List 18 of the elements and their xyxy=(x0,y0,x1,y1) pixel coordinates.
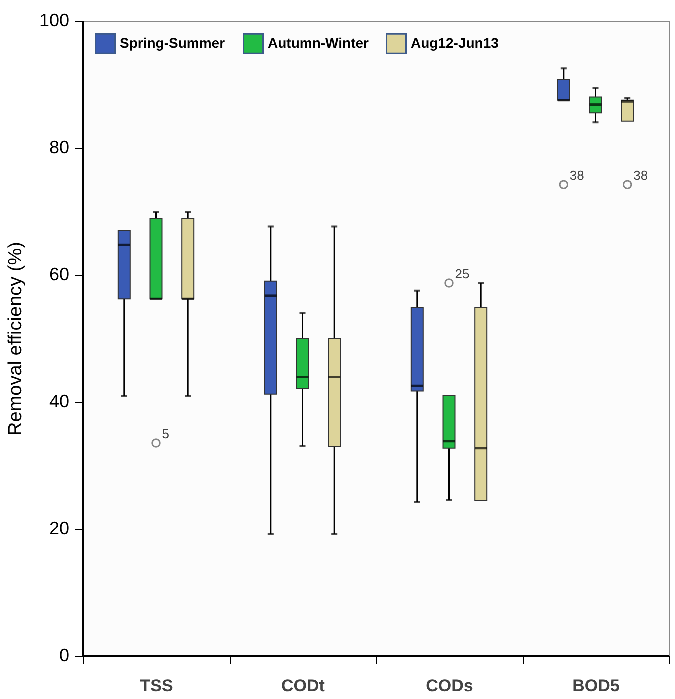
y-tick-label: 100 xyxy=(39,10,70,30)
legend-label: Spring-Summer xyxy=(120,34,226,51)
x-tick-label: CODs xyxy=(426,676,474,696)
y-tick-label: 40 xyxy=(49,392,70,412)
x-tick-label: TSS xyxy=(140,676,174,696)
y-tick-label: 80 xyxy=(49,138,70,158)
legend-label: Aug12-Jun13 xyxy=(411,34,500,51)
annotation: 38 xyxy=(634,168,648,183)
annotation: 25 xyxy=(455,266,470,282)
annotation: 38 xyxy=(570,168,584,183)
y-tick-label: 20 xyxy=(49,518,70,538)
y-tick-label: 60 xyxy=(49,264,70,284)
annotation: 5 xyxy=(162,426,170,442)
legend-label: Autumn-Winter xyxy=(268,34,370,51)
y-axis-title: Removal efficiency (%) xyxy=(5,242,26,436)
x-tick-label: CODt xyxy=(282,676,326,696)
y-tick-label: 0 xyxy=(59,646,70,666)
x-tick-label: BOD5 xyxy=(572,676,620,696)
